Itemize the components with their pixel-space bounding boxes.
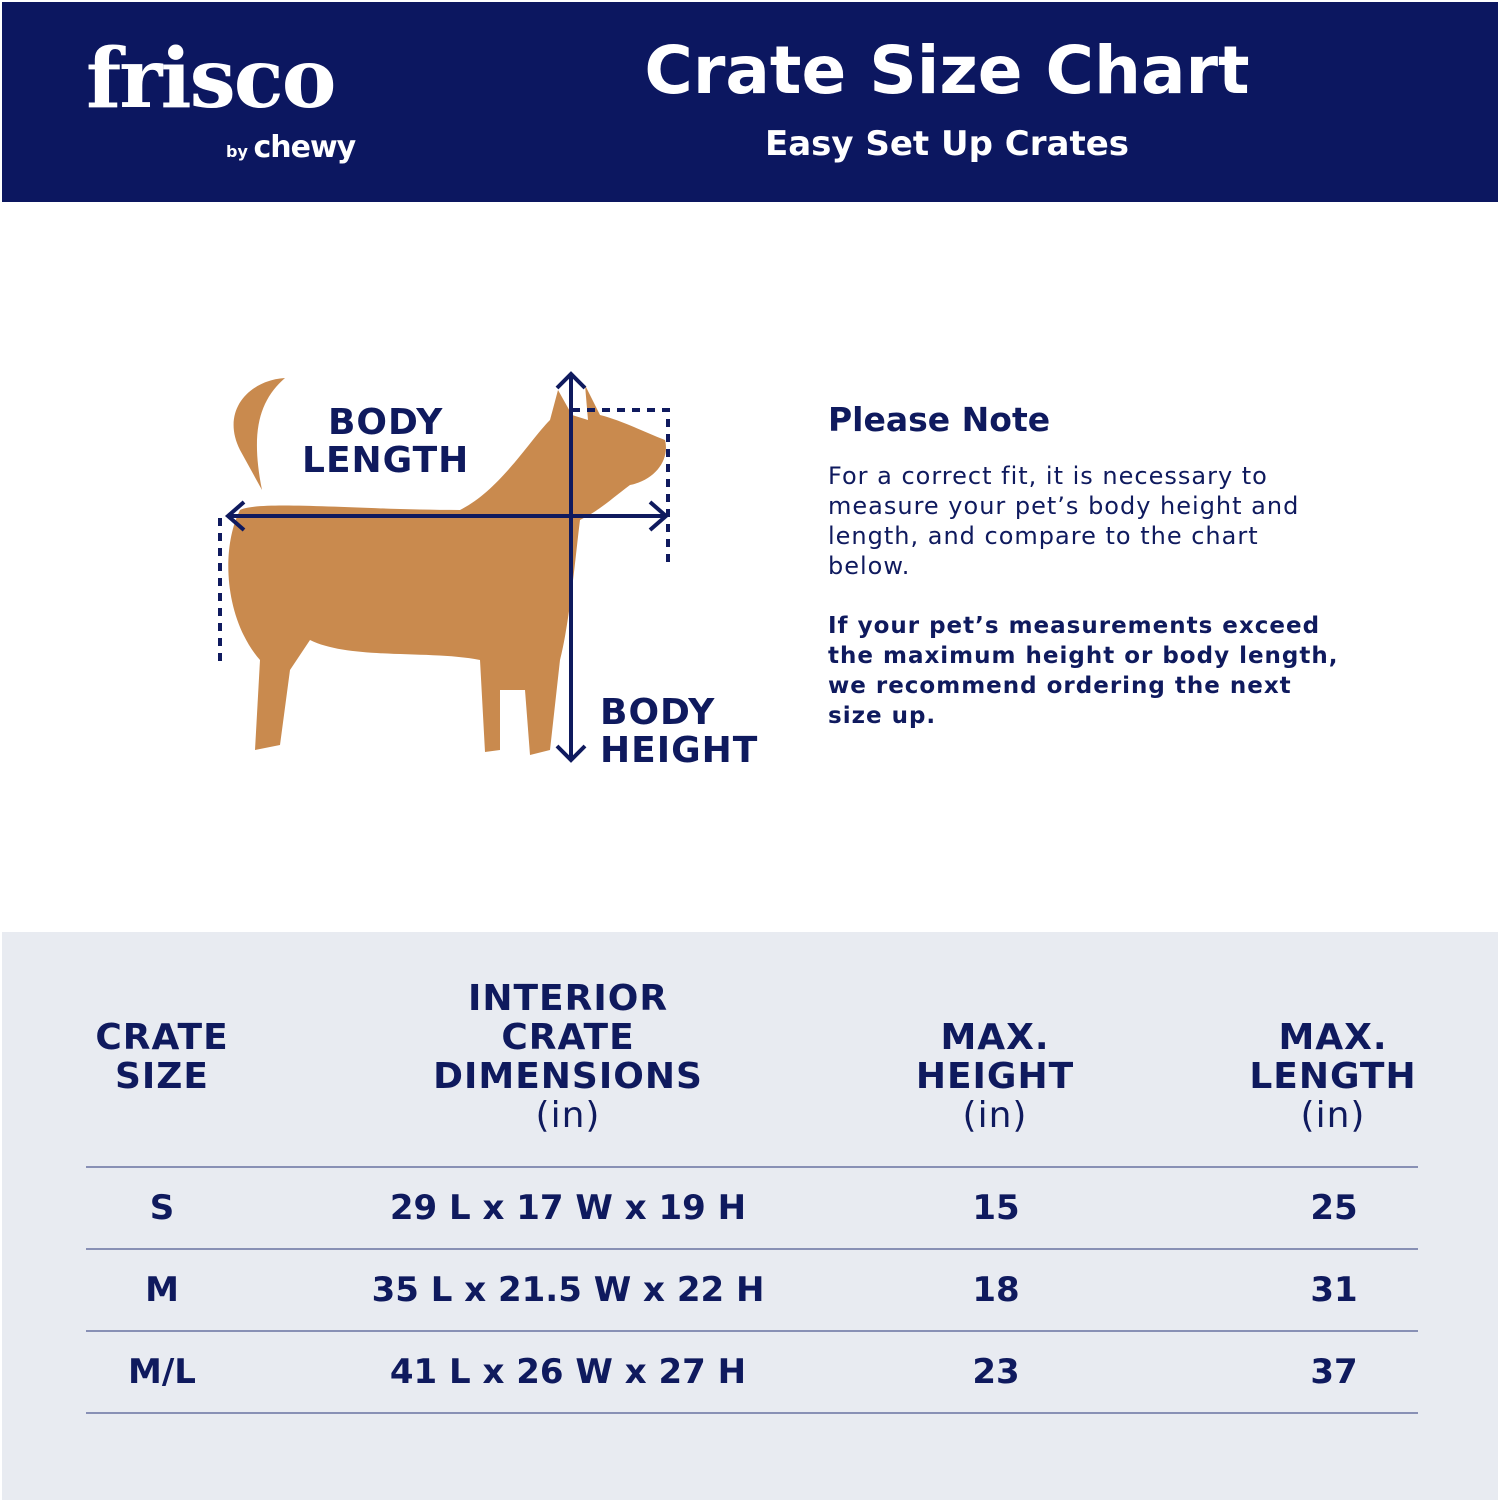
divider <box>86 1166 1418 1168</box>
body-height-label: BODY HEIGHT <box>600 692 759 771</box>
table-row: M 35 L x 21.5 W x 22 H 18 31 <box>86 1250 1418 1332</box>
dog-illustration <box>218 371 670 763</box>
table-cell: M/L <box>128 1352 196 1392</box>
page-title: Crate Size Chart <box>644 32 1250 109</box>
table-cell: 41 L x 26 W x 27 H <box>389 1352 747 1392</box>
table-cell: 15 <box>972 1188 1020 1228</box>
table-row: S 29 L x 17 W x 19 H 15 25 <box>86 1168 1418 1250</box>
page-subtitle: Easy Set Up Crates <box>764 124 1130 164</box>
table-cell: 35 L x 21.5 W x 22 H <box>371 1270 765 1310</box>
size-table: CRATE SIZE INTERIOR CRATE DIMENSIONS (in) MA… <box>2 932 1498 1500</box>
header-max-height: MAX. HEIGHT (in) <box>915 1017 1075 1136</box>
frisco-logo: frisco by chewy <box>86 31 356 165</box>
header-interior-dimensions: INTERIOR CRATE DIMENSIONS (in) <box>433 978 703 1136</box>
table-cell: 18 <box>972 1270 1020 1310</box>
note-text: For a correct fit, it is necessary to me… <box>828 462 1300 580</box>
header-crate-size: CRATE SIZE <box>95 1017 229 1097</box>
note-bold-text: If your pet’s measurements exceed the ma… <box>828 613 1339 729</box>
dog-measurement-diagram: BODY LENGTH BODY HEIGHT <box>200 360 780 780</box>
table-cell: S <box>149 1188 175 1228</box>
body-length-label: BODY LENGTH <box>302 402 470 481</box>
table-row: M/L 41 L x 26 W x 27 H 23 37 <box>86 1332 1418 1414</box>
note-heading: Please Note <box>828 400 1051 439</box>
table-cell: 29 L x 17 W x 19 H <box>389 1188 747 1228</box>
header-max-length: MAX. LENGTH (in) <box>1249 1017 1417 1136</box>
table-cell: 31 <box>1310 1270 1358 1310</box>
table-cell: 37 <box>1310 1352 1358 1392</box>
table-cell: 23 <box>972 1352 1020 1392</box>
please-note: Please Note For a correct fit, it is nec… <box>828 400 1348 731</box>
table-cell: 25 <box>1310 1188 1358 1228</box>
header-banner: frisco by chewy Crate Size Chart Easy Se… <box>2 2 1498 202</box>
table-cell: M <box>145 1270 179 1310</box>
